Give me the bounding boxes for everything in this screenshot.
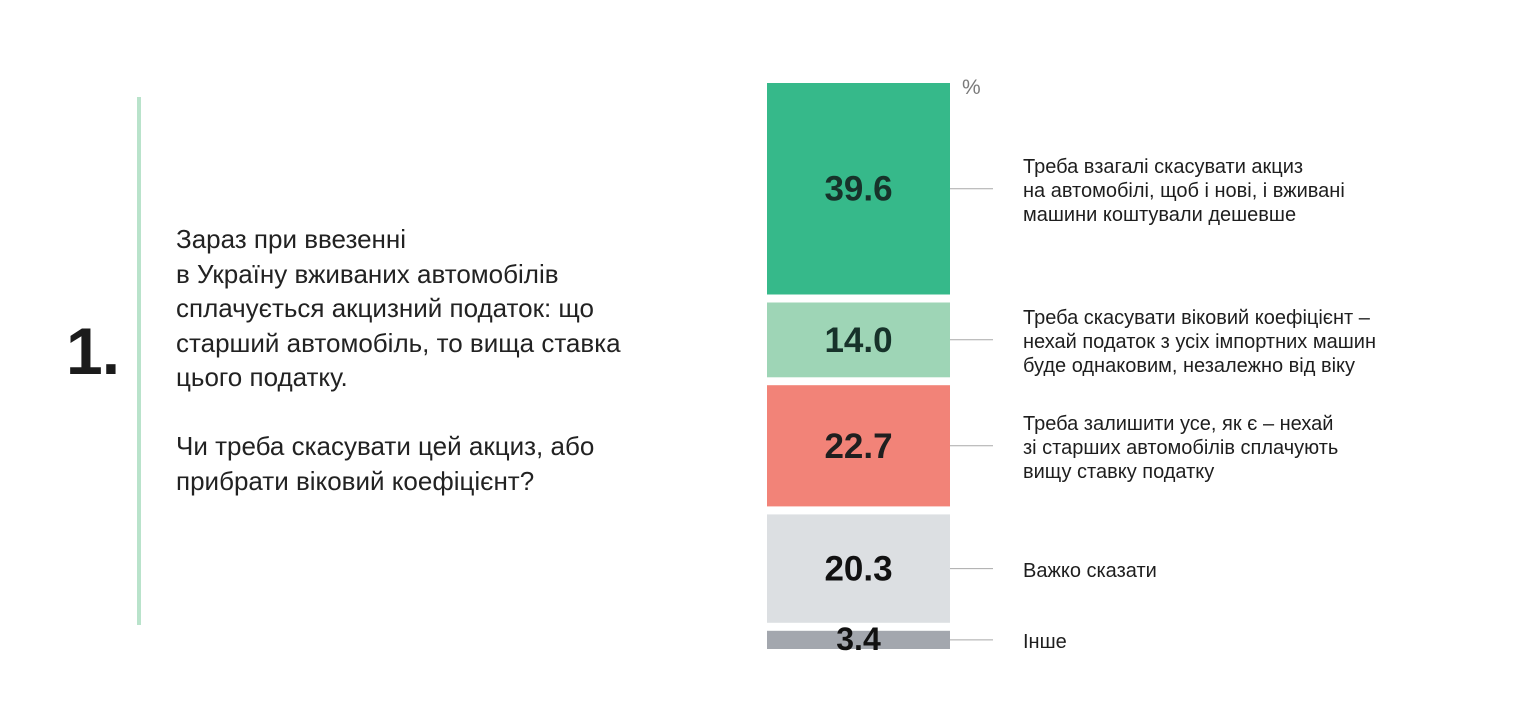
bar-value-label: 39.6 <box>824 170 892 209</box>
bar-segment <box>767 514 950 623</box>
question-block: Зараз при ввезенні в Україну вживаних ав… <box>176 222 696 498</box>
category-label: Інше <box>1023 630 1067 653</box>
bar-segment <box>767 302 950 378</box>
category-label: Треба скасувати віковий коефіцієнт – нех… <box>1023 306 1376 377</box>
question-text: Зараз при ввезенні в Україну вживаних ав… <box>176 224 621 392</box>
accent-divider-line <box>137 97 141 625</box>
category-label: Важко сказати <box>1023 559 1157 582</box>
bar-segment <box>767 83 950 295</box>
category-label: Треба залишити усе, як є – нехай зі стар… <box>1023 412 1339 483</box>
unit-label: % <box>962 76 981 99</box>
bar-value-label: 22.7 <box>824 427 892 466</box>
bar-value-label: 20.3 <box>824 550 892 589</box>
category-label: Треба взагалі скасувати акциз на автомоб… <box>1023 155 1345 226</box>
bar-value-label: 3.4 <box>836 621 881 657</box>
bar-value-label: 14.0 <box>824 321 892 360</box>
question-prompt: Чи треба скасувати цей акциз, або прибра… <box>176 431 595 496</box>
bar-segment <box>767 385 950 507</box>
bar-segment <box>767 630 950 649</box>
question-number: 1. <box>66 314 120 388</box>
